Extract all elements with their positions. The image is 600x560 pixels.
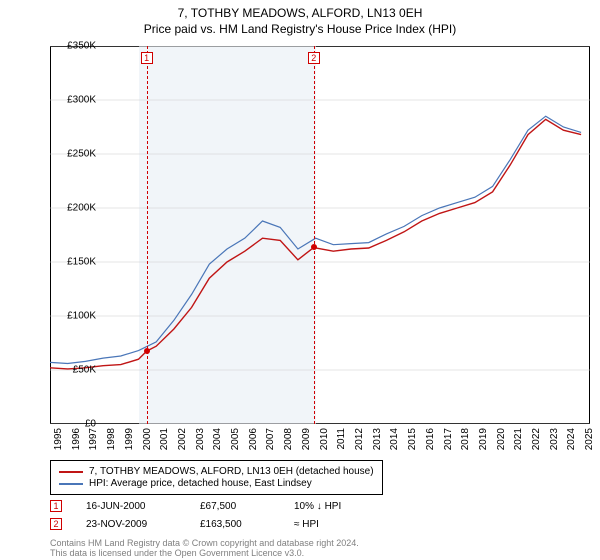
- x-tick-label: 1996: [71, 428, 82, 450]
- transaction-row: 1 16-JUN-2000 £67,500 10% ↓ HPI: [50, 500, 341, 512]
- transaction-note: 10% ↓ HPI: [294, 501, 341, 512]
- attrib-line: This data is licensed under the Open Gov…: [50, 548, 359, 558]
- legend-label: 7, TOTHBY MEADOWS, ALFORD, LN13 0EH (det…: [89, 466, 374, 477]
- chart-container: 7, TOTHBY MEADOWS, ALFORD, LN13 0EH Pric…: [0, 0, 600, 560]
- x-tick-label: 2021: [513, 428, 524, 450]
- marker-number-box: 1: [141, 52, 153, 64]
- transaction-date: 16-JUN-2000: [86, 501, 176, 512]
- x-tick-label: 2000: [142, 428, 153, 450]
- y-tick-label: £50K: [73, 365, 96, 376]
- x-tick-label: 2016: [425, 428, 436, 450]
- x-tick-label: 2005: [230, 428, 241, 450]
- legend-label: HPI: Average price, detached house, East…: [89, 478, 312, 489]
- title-subtitle: Price paid vs. HM Land Registry's House …: [0, 22, 600, 36]
- y-tick-label: £250K: [67, 149, 96, 160]
- title-block: 7, TOTHBY MEADOWS, ALFORD, LN13 0EH Pric…: [0, 0, 600, 36]
- y-tick-label: £100K: [67, 311, 96, 322]
- attrib-line: Contains HM Land Registry data © Crown c…: [50, 538, 359, 548]
- x-tick-label: 2012: [354, 428, 365, 450]
- transaction-price: £163,500: [200, 519, 270, 530]
- x-tick-label: 2025: [584, 428, 595, 450]
- x-tick-label: 2019: [478, 428, 489, 450]
- marker-vline: [147, 46, 148, 424]
- transaction-marker: 1: [50, 500, 62, 512]
- x-tick-label: 2022: [531, 428, 542, 450]
- y-tick-label: £150K: [67, 257, 96, 268]
- x-tick-label: 1995: [53, 428, 64, 450]
- x-tick-label: 2010: [319, 428, 330, 450]
- x-tick-label: 1998: [106, 428, 117, 450]
- x-tick-label: 1999: [124, 428, 135, 450]
- x-tick-label: 2011: [336, 428, 347, 450]
- title-address: 7, TOTHBY MEADOWS, ALFORD, LN13 0EH: [0, 6, 600, 20]
- legend-swatch: [59, 483, 83, 485]
- x-tick-label: 2004: [212, 428, 223, 450]
- x-tick-label: 2024: [566, 428, 577, 450]
- x-tick-label: 2006: [248, 428, 259, 450]
- transaction-row: 2 23-NOV-2009 £163,500 ≈ HPI: [50, 518, 341, 530]
- x-tick-label: 2008: [283, 428, 294, 450]
- marker-vline: [314, 46, 315, 424]
- x-tick-label: 2003: [195, 428, 206, 450]
- x-tick-label: 2009: [301, 428, 312, 450]
- marker-number-box: 2: [308, 52, 320, 64]
- x-tick-label: 2020: [496, 428, 507, 450]
- transaction-note: ≈ HPI: [294, 519, 319, 530]
- y-tick-label: £200K: [67, 203, 96, 214]
- x-tick-label: 2001: [159, 428, 170, 450]
- legend: 7, TOTHBY MEADOWS, ALFORD, LN13 0EH (det…: [50, 460, 383, 495]
- x-tick-label: 2014: [389, 428, 400, 450]
- transaction-price: £67,500: [200, 501, 270, 512]
- x-tick-label: 2018: [460, 428, 471, 450]
- chart-lines: [50, 46, 590, 424]
- marker-dot: [311, 244, 317, 250]
- legend-swatch: [59, 471, 83, 473]
- legend-row: 7, TOTHBY MEADOWS, ALFORD, LN13 0EH (det…: [59, 466, 374, 477]
- transaction-date: 23-NOV-2009: [86, 519, 176, 530]
- marker-dot: [144, 348, 150, 354]
- transaction-marker: 2: [50, 518, 62, 530]
- legend-row: HPI: Average price, detached house, East…: [59, 478, 374, 489]
- x-tick-label: 2017: [443, 428, 454, 450]
- x-tick-label: 2013: [372, 428, 383, 450]
- x-tick-label: 1997: [88, 428, 99, 450]
- x-tick-label: 2007: [265, 428, 276, 450]
- transaction-table: 1 16-JUN-2000 £67,500 10% ↓ HPI 2 23-NOV…: [50, 500, 341, 536]
- attribution: Contains HM Land Registry data © Crown c…: [50, 538, 359, 559]
- y-tick-label: £300K: [67, 95, 96, 106]
- x-tick-label: 2002: [177, 428, 188, 450]
- x-tick-label: 2023: [549, 428, 560, 450]
- y-tick-label: £350K: [67, 41, 96, 52]
- x-tick-label: 2015: [407, 428, 418, 450]
- chart-area: £0£50K£100K£150K£200K£250K£300K£350K 199…: [50, 46, 590, 424]
